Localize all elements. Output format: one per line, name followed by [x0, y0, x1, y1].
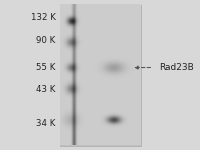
Text: 34 K: 34 K — [36, 118, 56, 127]
Text: 90 K: 90 K — [36, 36, 56, 45]
Text: 132 K: 132 K — [31, 14, 56, 22]
Text: 43 K: 43 K — [36, 85, 56, 94]
Bar — [60, 4, 141, 146]
Text: Rad23B: Rad23B — [159, 63, 194, 72]
Text: 55 K: 55 K — [36, 63, 56, 72]
